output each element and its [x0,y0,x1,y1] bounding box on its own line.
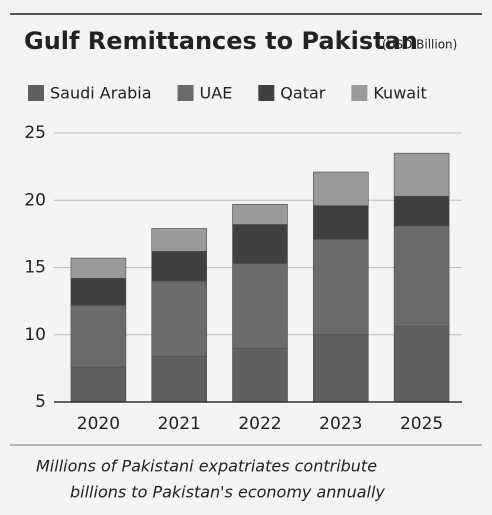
y-tick-label: 5 [35,392,46,412]
bar-segment [313,238,369,336]
legend-label: Saudi Arabia [50,84,152,103]
bar-segment [232,224,288,264]
bar-segment [232,263,288,349]
chart-title: Gulf Remittances to Pakistan [24,27,418,55]
bar-segment [393,195,450,227]
bar-segment [393,326,450,403]
chart-subtitle: (USD Billion) [382,38,457,52]
bar-segment [70,257,127,279]
bar-segment [151,251,207,282]
legend-label: UAE [200,84,233,103]
bar-segment [151,355,207,403]
y-tick-label: 25 [24,123,46,143]
legend-swatch [28,85,44,101]
bar-segment [313,205,369,240]
bar-segment [393,152,450,197]
bar-segment [70,304,127,368]
y-tick-label: 20 [24,190,46,210]
bar-segment [313,334,369,403]
legend-label: Kuwait [373,84,426,103]
legend-swatch [258,85,275,101]
x-tick-label: 2021 [158,414,201,434]
bar-segment [232,203,288,225]
bar-segment [151,228,207,252]
x-tick-label: 2020 [77,414,120,434]
bar-segment [313,171,369,206]
caption: billions to Pakistan's economy annually [70,483,385,502]
bar-segment [232,347,288,403]
legend-label: Qatar [280,84,325,103]
bar-segment [151,280,207,357]
y-tick-label: 10 [24,325,46,345]
bar-segment [393,225,450,327]
x-tick-label: 2023 [319,414,362,434]
x-tick-label: 2022 [238,414,281,434]
y-tick-label: 15 [24,258,46,278]
x-tick-label: 2025 [400,414,443,434]
bar-segment [70,277,127,306]
bar-segment [70,366,127,403]
caption: Millions of Pakistani expatriates contri… [36,457,377,476]
legend-swatch [177,85,194,101]
legend-swatch [351,85,368,101]
